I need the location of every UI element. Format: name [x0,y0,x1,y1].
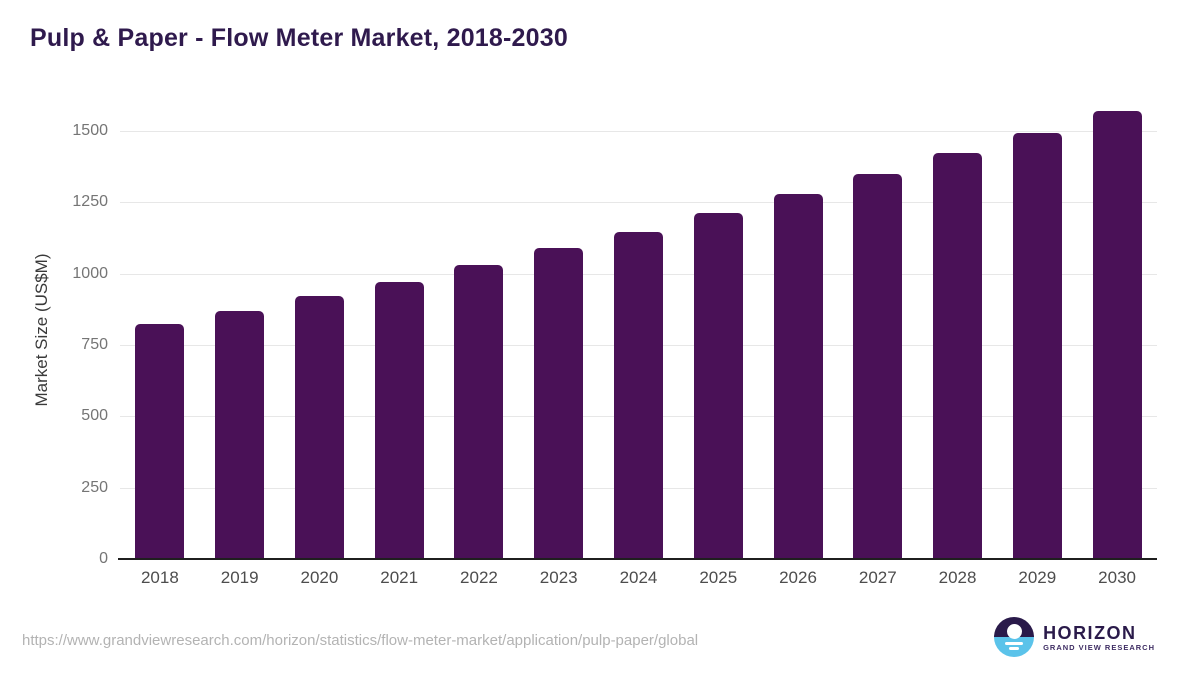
x-tick-label: 2018 [140,568,179,587]
bar-slot [997,95,1077,559]
bar-2028 [933,153,983,559]
x-tick-label: 2029 [1018,568,1057,587]
logo-text: HORIZON GRAND VIEW RESEARCH [1043,623,1155,652]
bar-2018 [135,324,185,559]
gridline [120,131,1157,132]
bar-2019 [215,311,265,559]
bar-slot [1077,95,1157,559]
x-tick-label: 2024 [619,568,658,587]
bar-slot [678,95,758,559]
bar-2020 [294,296,344,559]
bar-2026 [773,194,823,559]
bar-2025 [693,213,743,559]
bar-2022 [454,265,504,559]
bar-slot [918,95,998,559]
x-tick-label: 2030 [1098,568,1136,587]
source-url: https://www.grandviewresearch.com/horizo… [22,632,699,649]
horizon-logo: HORIZON GRAND VIEW RESEARCH [994,617,1155,657]
y-tick-label: 250 [81,478,108,496]
plot-area [120,95,1157,559]
bar-slot [120,95,200,559]
x-tick-label: 2020 [300,568,339,587]
x-tick-label: 2025 [699,568,738,587]
bar-slot [359,95,439,559]
gridline [120,202,1157,204]
bar-slot [439,95,519,559]
x-tick-label: 2028 [938,568,977,587]
bar-slot [280,95,360,559]
logo-name: HORIZON [1043,622,1137,643]
logo-subtitle: GRAND VIEW RESEARCH [1043,642,1155,652]
bar-slot [599,95,679,559]
logo-reflection-dash [1005,642,1024,645]
bar-2024 [613,232,663,559]
bar-slot [838,95,918,559]
y-axis-tick-labels: 0 250 500 750 1000 1250 1500 [0,95,108,567]
y-tick-label: 1500 [72,122,108,139]
page-title: Pulp & Paper - Flow Meter Market, 2018-2… [30,24,568,52]
bars-row [120,95,1157,559]
bar-slot [519,95,599,559]
logo-sun-circle [1007,624,1023,639]
bar-2027 [853,174,903,559]
horizon-logo-icon [994,617,1035,657]
bar-2029 [1012,133,1062,559]
x-tick-label: 2021 [380,568,419,587]
bar-2030 [1092,111,1142,559]
x-tick-label: 2023 [539,568,578,587]
logo-reflection-dash [1009,647,1020,650]
bar-slot [200,95,280,559]
y-tick-label: 0 [99,550,108,567]
x-axis-line [118,558,1157,560]
y-tick-label: 500 [81,407,108,425]
x-axis-tick-labels: 2018 2019 2020 2021 2022 2023 2024 2025 2026 2027… [120,568,1157,588]
x-tick-label: 2026 [779,568,817,587]
y-tick-label: 1000 [72,264,108,282]
bar-slot [758,95,838,559]
bar-2021 [374,282,424,559]
x-tick-label: 2022 [460,568,498,587]
y-tick-label: 1250 [72,193,108,211]
x-tick-label: 2027 [858,568,897,587]
y-tick-label: 750 [81,336,108,353]
bar-2023 [534,248,584,559]
x-tick-label: 2019 [220,568,259,587]
